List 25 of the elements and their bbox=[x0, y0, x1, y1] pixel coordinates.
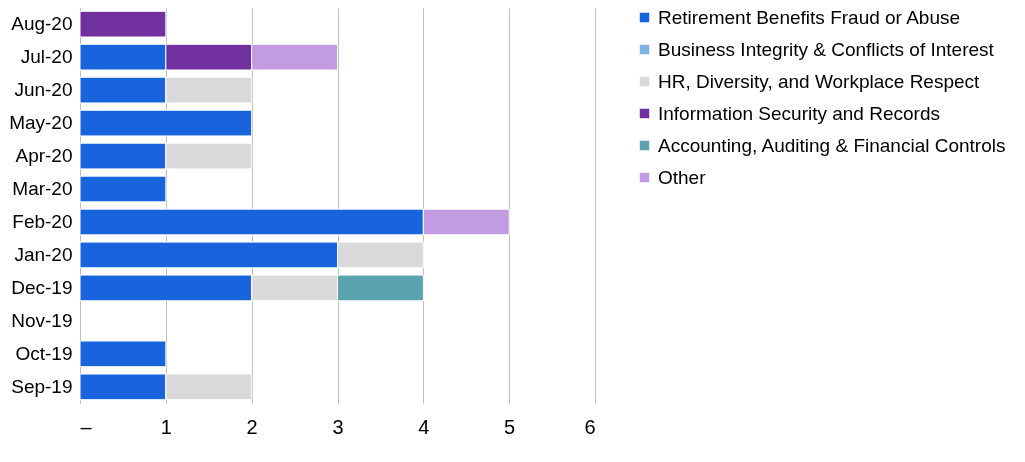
y-tick-label: Aug-20 bbox=[11, 13, 73, 35]
y-tick-label: May-20 bbox=[9, 112, 73, 134]
x-tick-label: 6 bbox=[584, 415, 596, 438]
y-tick-label: Sep-19 bbox=[11, 375, 73, 397]
y-tick-label: Mar-20 bbox=[12, 178, 73, 200]
y-tick-label: Feb-20 bbox=[12, 210, 73, 232]
x-tick-label: 3 bbox=[332, 415, 344, 438]
x-tick-label: 5 bbox=[504, 415, 516, 438]
y-tick-label: Nov-19 bbox=[11, 309, 73, 331]
y-tick-label: Dec-19 bbox=[11, 276, 73, 298]
y-tick-label: Oct-19 bbox=[15, 342, 73, 364]
y-tick-label: Jun-20 bbox=[14, 79, 73, 101]
x-tick-label: 4 bbox=[418, 415, 430, 438]
legend-label: Other bbox=[658, 166, 707, 188]
y-tick-label: Apr-20 bbox=[15, 145, 73, 167]
legend-label: Information Security and Records bbox=[658, 102, 940, 124]
legend-label: Business Integrity & Conflicts of Interest bbox=[658, 38, 995, 60]
y-tick-label: Jul-20 bbox=[20, 46, 73, 68]
x-tick-label: 2 bbox=[246, 415, 258, 438]
x-tick-label: – bbox=[80, 415, 93, 438]
legend-label: HR, Diversity, and Workplace Respect bbox=[658, 70, 981, 92]
x-tick-label: 1 bbox=[160, 415, 172, 438]
legend-label: Accounting, Auditing & Financial Controls bbox=[658, 134, 1006, 156]
y-tick-label: Jan-20 bbox=[14, 243, 73, 265]
legend-label: Retirement Benefits Fraud or Abuse bbox=[658, 6, 961, 28]
